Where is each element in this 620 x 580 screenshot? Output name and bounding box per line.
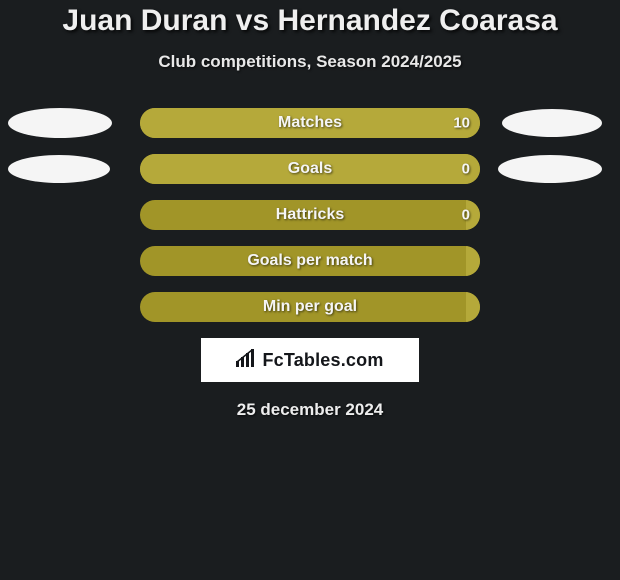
subtitle: Club competitions, Season 2024/2025 xyxy=(0,52,620,72)
bar-track: Goals 0 xyxy=(140,154,480,184)
bar-fill xyxy=(466,246,480,276)
stat-row: Min per goal xyxy=(0,292,620,322)
page-title: Juan Duran vs Hernandez Coarasa xyxy=(0,0,620,38)
decorative-oval xyxy=(8,108,112,138)
bar-label: Min per goal xyxy=(263,298,357,316)
bar-label: Hattricks xyxy=(276,206,344,224)
stat-bars: Matches 10 Goals 0 Hattricks 0 Goals per match… xyxy=(0,108,620,322)
decorative-oval xyxy=(498,155,602,183)
stat-row: Matches 10 xyxy=(0,108,620,138)
bar-value: 0 xyxy=(462,161,470,178)
bars-icon xyxy=(236,349,256,372)
bar-track: Min per goal xyxy=(140,292,480,322)
decorative-oval xyxy=(502,109,602,137)
bar-track: Goals per match xyxy=(140,246,480,276)
bar-fill xyxy=(466,292,480,322)
bar-value: 0 xyxy=(462,207,470,224)
stat-row: Hattricks 0 xyxy=(0,200,620,230)
decorative-oval xyxy=(8,155,110,183)
bar-value: 10 xyxy=(453,115,470,132)
bar-label: Matches xyxy=(278,114,342,132)
bar-track: Matches 10 xyxy=(140,108,480,138)
bar-track: Hattricks 0 xyxy=(140,200,480,230)
bar-label: Goals per match xyxy=(247,252,372,270)
date-text: 25 december 2024 xyxy=(0,400,620,420)
bar-label: Goals xyxy=(288,160,332,178)
logo-text: FcTables.com xyxy=(262,350,383,371)
stat-row: Goals per match xyxy=(0,246,620,276)
stat-row: Goals 0 xyxy=(0,154,620,184)
logo-box: FcTables.com xyxy=(201,338,419,382)
